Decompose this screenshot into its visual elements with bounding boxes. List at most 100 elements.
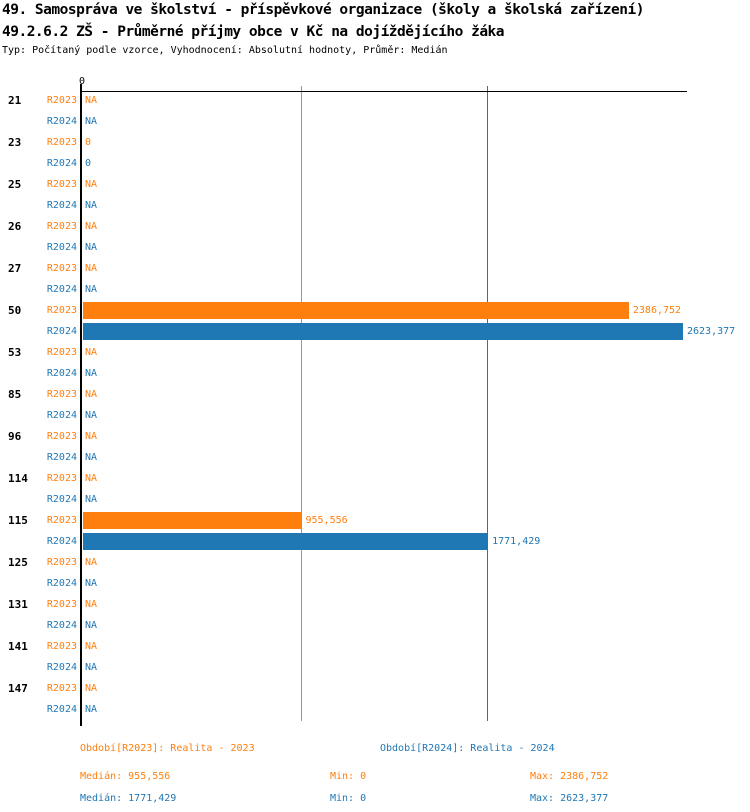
value-label-r2024: NA — [85, 662, 98, 673]
value-label-r2023: NA — [85, 179, 98, 190]
category-block-25: 25 R2023 NA R2024 NA — [0, 174, 750, 216]
series-row-r2024: R2024 NA — [0, 237, 750, 258]
series-row-r2024: R2024 NA — [0, 363, 750, 384]
value-label-r2024: NA — [85, 116, 98, 127]
value-label-r2023: 2386,752 — [632, 305, 682, 316]
value-label-r2023: NA — [85, 683, 98, 694]
value-label-r2024: NA — [85, 368, 98, 379]
value-label-r2023: NA — [85, 557, 98, 568]
category-label: 96 — [8, 430, 22, 443]
series-row-label-r2024: R2024 — [46, 494, 77, 505]
series-row-label-r2023: R2023 — [46, 263, 77, 274]
value-label-r2023: NA — [85, 347, 98, 358]
series-row-r2024: R2024 NA — [0, 615, 750, 636]
category-block-53: 53 R2023 NA R2024 NA — [0, 342, 750, 384]
category-block-115: 115 R2023 955,556 R2024 1771,429 — [0, 510, 750, 552]
series-row-label-r2023: R2023 — [46, 389, 77, 400]
bar-r2024 — [83, 323, 683, 340]
category-block-26: 26 R2023 NA R2024 NA — [0, 216, 750, 258]
category-label: 141 — [8, 640, 28, 653]
category-label: 23 — [8, 136, 22, 149]
category-block-50: 50 R2023 2386,752 R2024 2623,377 — [0, 300, 750, 342]
series-row-r2024: R2024 NA — [0, 573, 750, 594]
series-row-label-r2024: R2024 — [46, 662, 77, 673]
series-row-label-r2024: R2024 — [46, 536, 77, 547]
value-label-r2024: NA — [85, 242, 98, 253]
bar-r2024 — [83, 533, 489, 550]
series-row-r2023: R2023 NA — [0, 342, 750, 363]
series-row-label-r2024: R2024 — [46, 158, 77, 169]
value-label-r2023: NA — [85, 221, 98, 232]
legend-median-r2023: Medián: 955,556 — [80, 771, 171, 782]
legend-min-r2023: Min: 0 — [330, 771, 367, 782]
series-row-r2024: R2024 NA — [0, 699, 750, 720]
series-row-r2024: R2024 NA — [0, 657, 750, 678]
series-row-r2024: R2024 1771,429 — [0, 531, 750, 552]
series-row-r2023: R2023 NA — [0, 384, 750, 405]
value-label-r2024: 2623,377 — [687, 326, 736, 337]
series-row-r2023: R2023 NA — [0, 258, 750, 279]
series-row-label-r2023: R2023 — [46, 557, 77, 568]
series-row-label-r2024: R2024 — [46, 704, 77, 715]
value-label-r2024: NA — [85, 620, 98, 631]
series-row-r2024: R2024 NA — [0, 111, 750, 132]
value-label-r2024: NA — [85, 578, 98, 589]
value-label-r2024: NA — [85, 410, 98, 421]
value-label-r2023: NA — [85, 389, 98, 400]
category-label: 85 — [8, 388, 22, 401]
category-block-131: 131 R2023 NA R2024 NA — [0, 594, 750, 636]
series-row-r2024: R2024 NA — [0, 195, 750, 216]
legend-min-r2024: Min: 0 — [330, 793, 367, 804]
value-label-r2024: NA — [85, 284, 98, 295]
value-label-r2024: 1771,429 — [492, 536, 541, 547]
category-block-96: 96 R2023 NA R2024 NA — [0, 426, 750, 468]
legend-max-r2024: Max: 2623,377 — [530, 793, 609, 804]
series-row-r2023: R2023 NA — [0, 426, 750, 447]
series-row-label-r2024: R2024 — [46, 284, 77, 295]
series-row-label-r2024: R2024 — [46, 116, 77, 127]
series-row-r2024: R2024 NA — [0, 405, 750, 426]
value-label-r2023: NA — [85, 95, 98, 106]
series-row-r2024: R2024 0 — [0, 153, 750, 174]
series-row-label-r2024: R2024 — [46, 452, 77, 463]
series-row-label-r2024: R2024 — [46, 242, 77, 253]
category-label: 26 — [8, 220, 22, 233]
series-row-r2024: R2024 NA — [0, 489, 750, 510]
value-label-r2024: NA — [85, 200, 98, 211]
category-label: 53 — [8, 346, 22, 359]
legend-period-r2023: Období[R2023]: Realita - 2023 — [80, 743, 255, 754]
series-row-r2023: R2023 NA — [0, 216, 750, 237]
axis-zero-tick-label: 0 — [78, 76, 86, 87]
series-row-label-r2023: R2023 — [46, 95, 77, 106]
category-block-23: 23 R2023 0 R2024 0 — [0, 132, 750, 174]
series-row-r2023: R2023 NA — [0, 90, 750, 111]
value-label-r2023: NA — [85, 473, 98, 484]
value-label-r2023: NA — [85, 599, 98, 610]
median-line-r2024 — [487, 86, 488, 721]
series-row-r2024: R2024 NA — [0, 279, 750, 300]
category-label: 50 — [8, 304, 22, 317]
bar-r2023 — [83, 512, 302, 529]
category-block-141: 141 R2023 NA R2024 NA — [0, 636, 750, 678]
category-rows: 21 R2023 NA R2024 NA 23 R2023 0 R2024 0 25 R2023 NA R… — [0, 90, 750, 720]
value-label-r2024: NA — [85, 452, 98, 463]
series-row-label-r2024: R2024 — [46, 620, 77, 631]
category-block-147: 147 R2023 NA R2024 NA — [0, 678, 750, 720]
category-label: 25 — [8, 178, 22, 191]
category-block-125: 125 R2023 NA R2024 NA — [0, 552, 750, 594]
value-label-r2023: NA — [85, 263, 98, 274]
category-label: 27 — [8, 262, 22, 275]
series-row-label-r2023: R2023 — [46, 179, 77, 190]
series-row-r2023: R2023 NA — [0, 468, 750, 489]
category-block-21: 21 R2023 NA R2024 NA — [0, 90, 750, 132]
series-row-label-r2023: R2023 — [46, 431, 77, 442]
series-row-label-r2023: R2023 — [46, 599, 77, 610]
category-label: 115 — [8, 514, 28, 527]
category-label: 21 — [8, 94, 22, 107]
category-block-27: 27 R2023 NA R2024 NA — [0, 258, 750, 300]
bar-r2023 — [83, 302, 629, 319]
series-row-label-r2024: R2024 — [46, 410, 77, 421]
value-label-r2024: NA — [85, 704, 98, 715]
category-label: 131 — [8, 598, 28, 611]
